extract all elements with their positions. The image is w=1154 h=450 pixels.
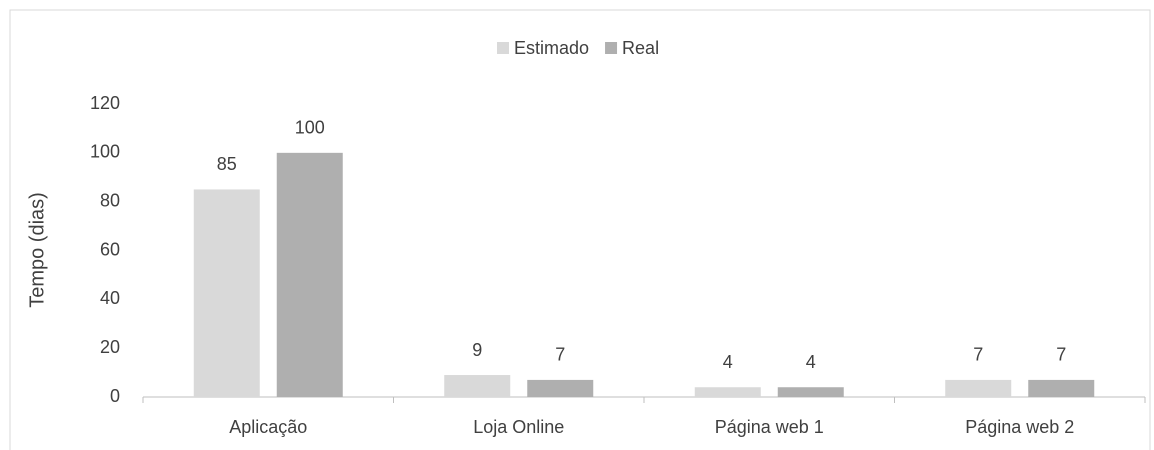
y-tick-label: 20	[100, 337, 120, 357]
data-label: 100	[295, 118, 325, 138]
bar	[945, 379, 1012, 397]
data-label: 7	[555, 345, 565, 365]
data-label: 85	[217, 154, 237, 174]
y-tick-label: 40	[100, 288, 120, 308]
chart-border	[9, 9, 1151, 450]
bar	[527, 379, 594, 397]
y-axis-label: Tempo (dias)	[26, 192, 48, 308]
bar	[276, 152, 343, 397]
bar	[1028, 379, 1095, 397]
bar	[444, 375, 511, 397]
y-tick-label: 60	[100, 239, 120, 259]
bar	[193, 189, 260, 397]
y-tick-label: 120	[90, 93, 120, 113]
x-tick-label: Página web 2	[965, 417, 1074, 437]
data-label: 7	[1056, 345, 1066, 365]
x-tick-label: Página web 1	[715, 417, 824, 437]
x-tick-label: Aplicação	[229, 417, 307, 437]
x-tick-label: Loja Online	[473, 417, 564, 437]
legend-label: Real	[622, 38, 659, 58]
data-label: 9	[472, 340, 482, 360]
legend-label: Estimado	[514, 38, 589, 58]
data-label: 4	[806, 352, 816, 372]
legend-swatch	[605, 42, 618, 54]
data-label: 7	[973, 345, 983, 365]
bar	[777, 387, 844, 397]
data-label: 4	[723, 352, 733, 372]
legend-swatch	[497, 42, 509, 54]
y-tick-label: 100	[90, 142, 120, 162]
y-tick-label: 80	[100, 190, 120, 210]
y-tick-label: 0	[110, 386, 120, 406]
bar	[694, 387, 761, 397]
